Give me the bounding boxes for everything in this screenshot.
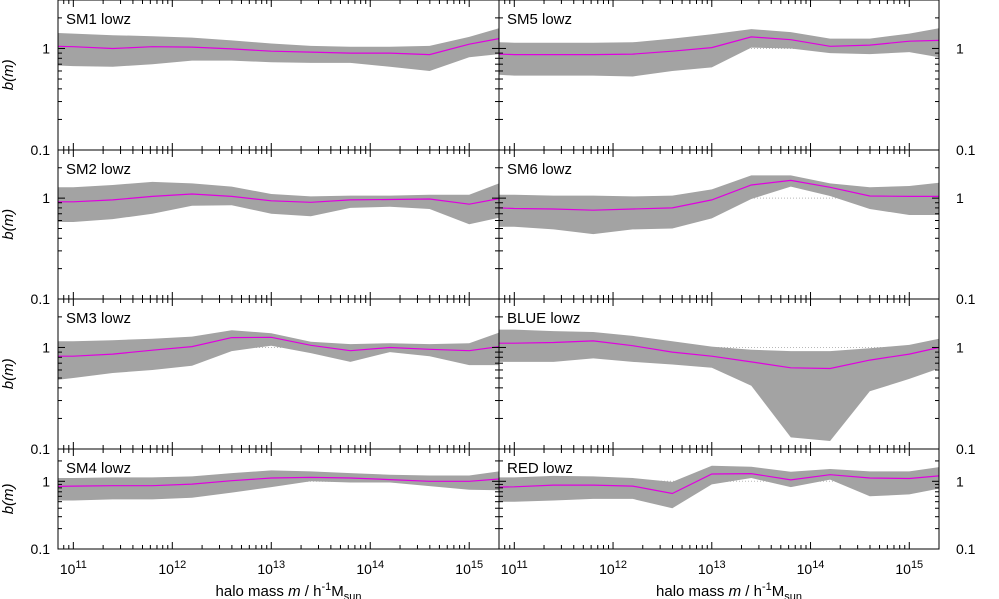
- y-tick-label: 1: [42, 190, 50, 206]
- mean-line: [57, 38, 500, 56]
- y-axis-label: b(m): [0, 59, 17, 90]
- panel-label: SM3 lowz: [66, 310, 131, 327]
- y-tick-label: 0.1: [956, 441, 976, 457]
- mean-line: [498, 179, 939, 211]
- panel-label: SM4 lowz: [66, 460, 131, 477]
- mean-line: [499, 340, 940, 370]
- uncertainty-band: [58, 181, 499, 225]
- x-tick-label: 1011: [60, 559, 87, 577]
- x-tick-label: 1014: [356, 559, 384, 577]
- mean-line: [498, 36, 940, 56]
- y-tick-label: 1: [956, 339, 964, 355]
- y-tick-label: 0.1: [31, 541, 51, 557]
- y-tick-label: 1: [42, 339, 50, 355]
- panel-label: BLUE lowz: [507, 310, 580, 327]
- y-tick-label: 0.1: [956, 541, 976, 557]
- x-tick-label: 1011: [501, 559, 528, 577]
- y-tick-label: 0.1: [31, 291, 51, 307]
- x-tick-label: 1013: [257, 559, 285, 577]
- panel-label: RED lowz: [507, 460, 573, 477]
- x-axis-label: halo mass m / h-1Msun: [216, 581, 362, 599]
- x-axis-label: halo mass m / h-1Msun: [656, 581, 802, 599]
- panel-label: SM1 lowz: [66, 11, 131, 28]
- uncertainty-band: [499, 28, 939, 77]
- mean-line: [58, 336, 500, 357]
- panel-label: SM5 lowz: [507, 11, 572, 28]
- y-axis-label: b(m): [0, 209, 17, 240]
- uncertainty-band: [499, 175, 939, 235]
- y-tick-label: 1: [42, 40, 50, 56]
- y-tick-label: 0.1: [31, 441, 51, 457]
- y-axis-label: b(m): [0, 358, 17, 389]
- mean-line: [498, 472, 940, 495]
- y-tick-label: 0.1: [956, 291, 976, 307]
- uncertainty-band: [58, 28, 499, 71]
- x-tick-label: 1014: [797, 559, 825, 577]
- y-tick-label: 1: [956, 473, 964, 489]
- panel-label: SM6 lowz: [507, 161, 572, 178]
- y-tick-label: 1: [42, 473, 50, 489]
- y-tick-label: 0.1: [31, 142, 51, 158]
- mean-line: [58, 193, 500, 205]
- x-tick-label: 1012: [158, 559, 186, 577]
- y-tick-label: 0.1: [956, 142, 976, 158]
- y-tick-label: 1: [956, 190, 964, 206]
- x-tick-label: 1015: [455, 559, 483, 577]
- x-tick-label: 1013: [698, 559, 726, 577]
- panel-frame: [498, 448, 940, 550]
- x-tick-label: 1012: [599, 559, 627, 577]
- uncertainty-band: [499, 329, 939, 441]
- y-tick-label: 1: [956, 40, 964, 56]
- panel-label: SM2 lowz: [66, 161, 131, 178]
- y-axis-label: b(m): [0, 483, 17, 514]
- x-tick-label: 1015: [895, 559, 923, 577]
- uncertainty-band: [58, 330, 499, 380]
- mean-line: [57, 476, 500, 487]
- uncertainty-band: [58, 470, 499, 501]
- uncertainty-band: [499, 465, 939, 509]
